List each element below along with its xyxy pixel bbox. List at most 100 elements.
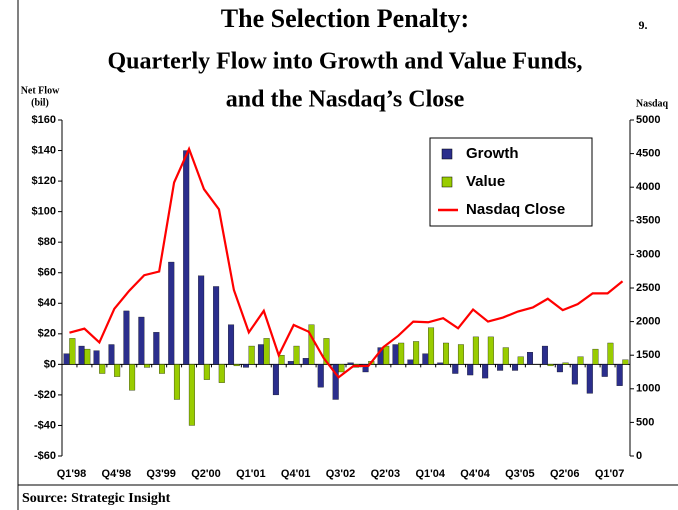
bar [183, 150, 190, 365]
y2-tick-label: 3500 [636, 215, 660, 227]
bar [272, 364, 279, 396]
bar [428, 327, 435, 365]
bar [547, 364, 554, 367]
bar [69, 338, 76, 365]
bar [512, 364, 519, 371]
y2-tick-label: 0 [636, 450, 642, 462]
y2-axis-label: Nasdaq [636, 98, 669, 109]
bar [586, 364, 593, 394]
y-tick-label: $160 [32, 114, 56, 126]
bar [527, 351, 533, 365]
y2-tick-label: 5000 [636, 114, 660, 126]
bar [138, 316, 145, 365]
y-tick-label: $80 [38, 236, 56, 248]
bar [332, 364, 339, 400]
x-tick-label: Q1'01 [236, 468, 266, 480]
y-tick-label: -$20 [34, 389, 56, 401]
bar [99, 364, 106, 374]
x-tick-label: Q3'99 [146, 468, 176, 480]
bar [482, 364, 489, 379]
bar [502, 347, 509, 365]
y2-tick-label: 4000 [636, 181, 660, 193]
bar [257, 344, 264, 365]
bar [308, 324, 315, 365]
bar [84, 348, 91, 365]
bar [114, 364, 121, 377]
y-tick-label: $20 [38, 328, 56, 340]
bar [302, 358, 309, 365]
bar [517, 356, 524, 365]
y-axis-label: (bil) [31, 97, 49, 108]
y-tick-label: -$60 [34, 450, 56, 462]
y2-tick-label: 2000 [636, 316, 660, 328]
bar [63, 353, 70, 365]
bar [213, 286, 220, 365]
bar [144, 364, 151, 368]
bar [443, 342, 449, 365]
y-tick-label: $60 [38, 267, 56, 279]
x-tick-label: Q3'05 [505, 468, 535, 480]
bar [347, 362, 354, 365]
bar [263, 338, 270, 365]
bar [541, 345, 548, 365]
legend-swatch [441, 176, 453, 188]
x-tick-label: Q1'98 [57, 468, 87, 480]
chart-subtitle: and the Nasdaq’s Close [226, 87, 465, 113]
y2-tick-label: 500 [636, 416, 654, 428]
bar [218, 364, 225, 383]
bar [293, 345, 300, 365]
x-tick-label: Q2'06 [550, 468, 580, 480]
bar [497, 364, 504, 371]
bar [243, 364, 249, 368]
x-tick-label: Q4'01 [281, 468, 311, 480]
bar [338, 364, 345, 373]
bar [362, 364, 369, 373]
bar [472, 336, 479, 365]
x-tick-label: Q1'07 [595, 468, 625, 480]
bar [78, 345, 85, 365]
bar [467, 364, 474, 376]
bar [562, 362, 569, 365]
bar [173, 364, 180, 400]
bar [577, 356, 584, 365]
bar [383, 345, 390, 365]
legend-box [429, 137, 593, 227]
bar [129, 364, 136, 391]
y-tick-label: $100 [32, 206, 56, 218]
x-tick-label: Q3'02 [326, 468, 356, 480]
y-tick-label: $140 [32, 144, 56, 156]
chart-subtitle: Quarterly Flow into Growth and Value Fun… [108, 49, 583, 75]
bar [571, 364, 578, 385]
bar [159, 364, 165, 374]
legend-swatch [441, 148, 453, 160]
y2-tick-label: 4500 [636, 148, 660, 160]
line [69, 145, 624, 379]
y2-tick-label: 1500 [636, 349, 660, 361]
bar [153, 332, 160, 365]
legend-label: Nasdaq Close [466, 201, 565, 218]
bar [487, 336, 494, 365]
x-tick-label: Q4'98 [102, 468, 132, 480]
x-tick-label: Q2'03 [371, 468, 401, 480]
bar [323, 338, 330, 365]
y-tick-label: $120 [32, 175, 56, 187]
x-tick-label: Q1'04 [415, 468, 445, 480]
y2-tick-label: 3000 [636, 248, 660, 260]
bar [422, 353, 429, 365]
y-tick-label: $0 [44, 358, 56, 370]
bar [198, 275, 205, 365]
chart-title: The Selection Penalty: [221, 4, 469, 33]
bar [407, 359, 414, 365]
legend-label: Growth [466, 145, 519, 162]
bar [108, 344, 115, 365]
bar [413, 341, 420, 365]
y-tick-label: -$40 [34, 419, 56, 431]
bar [607, 342, 614, 365]
source: Source: Strategic Insight [22, 491, 171, 506]
bar [622, 359, 629, 365]
page-number: 9. [639, 18, 648, 32]
bar [248, 345, 255, 365]
bar [188, 364, 195, 426]
bar [168, 261, 175, 365]
x-tick-label: Q4'04 [460, 468, 490, 480]
